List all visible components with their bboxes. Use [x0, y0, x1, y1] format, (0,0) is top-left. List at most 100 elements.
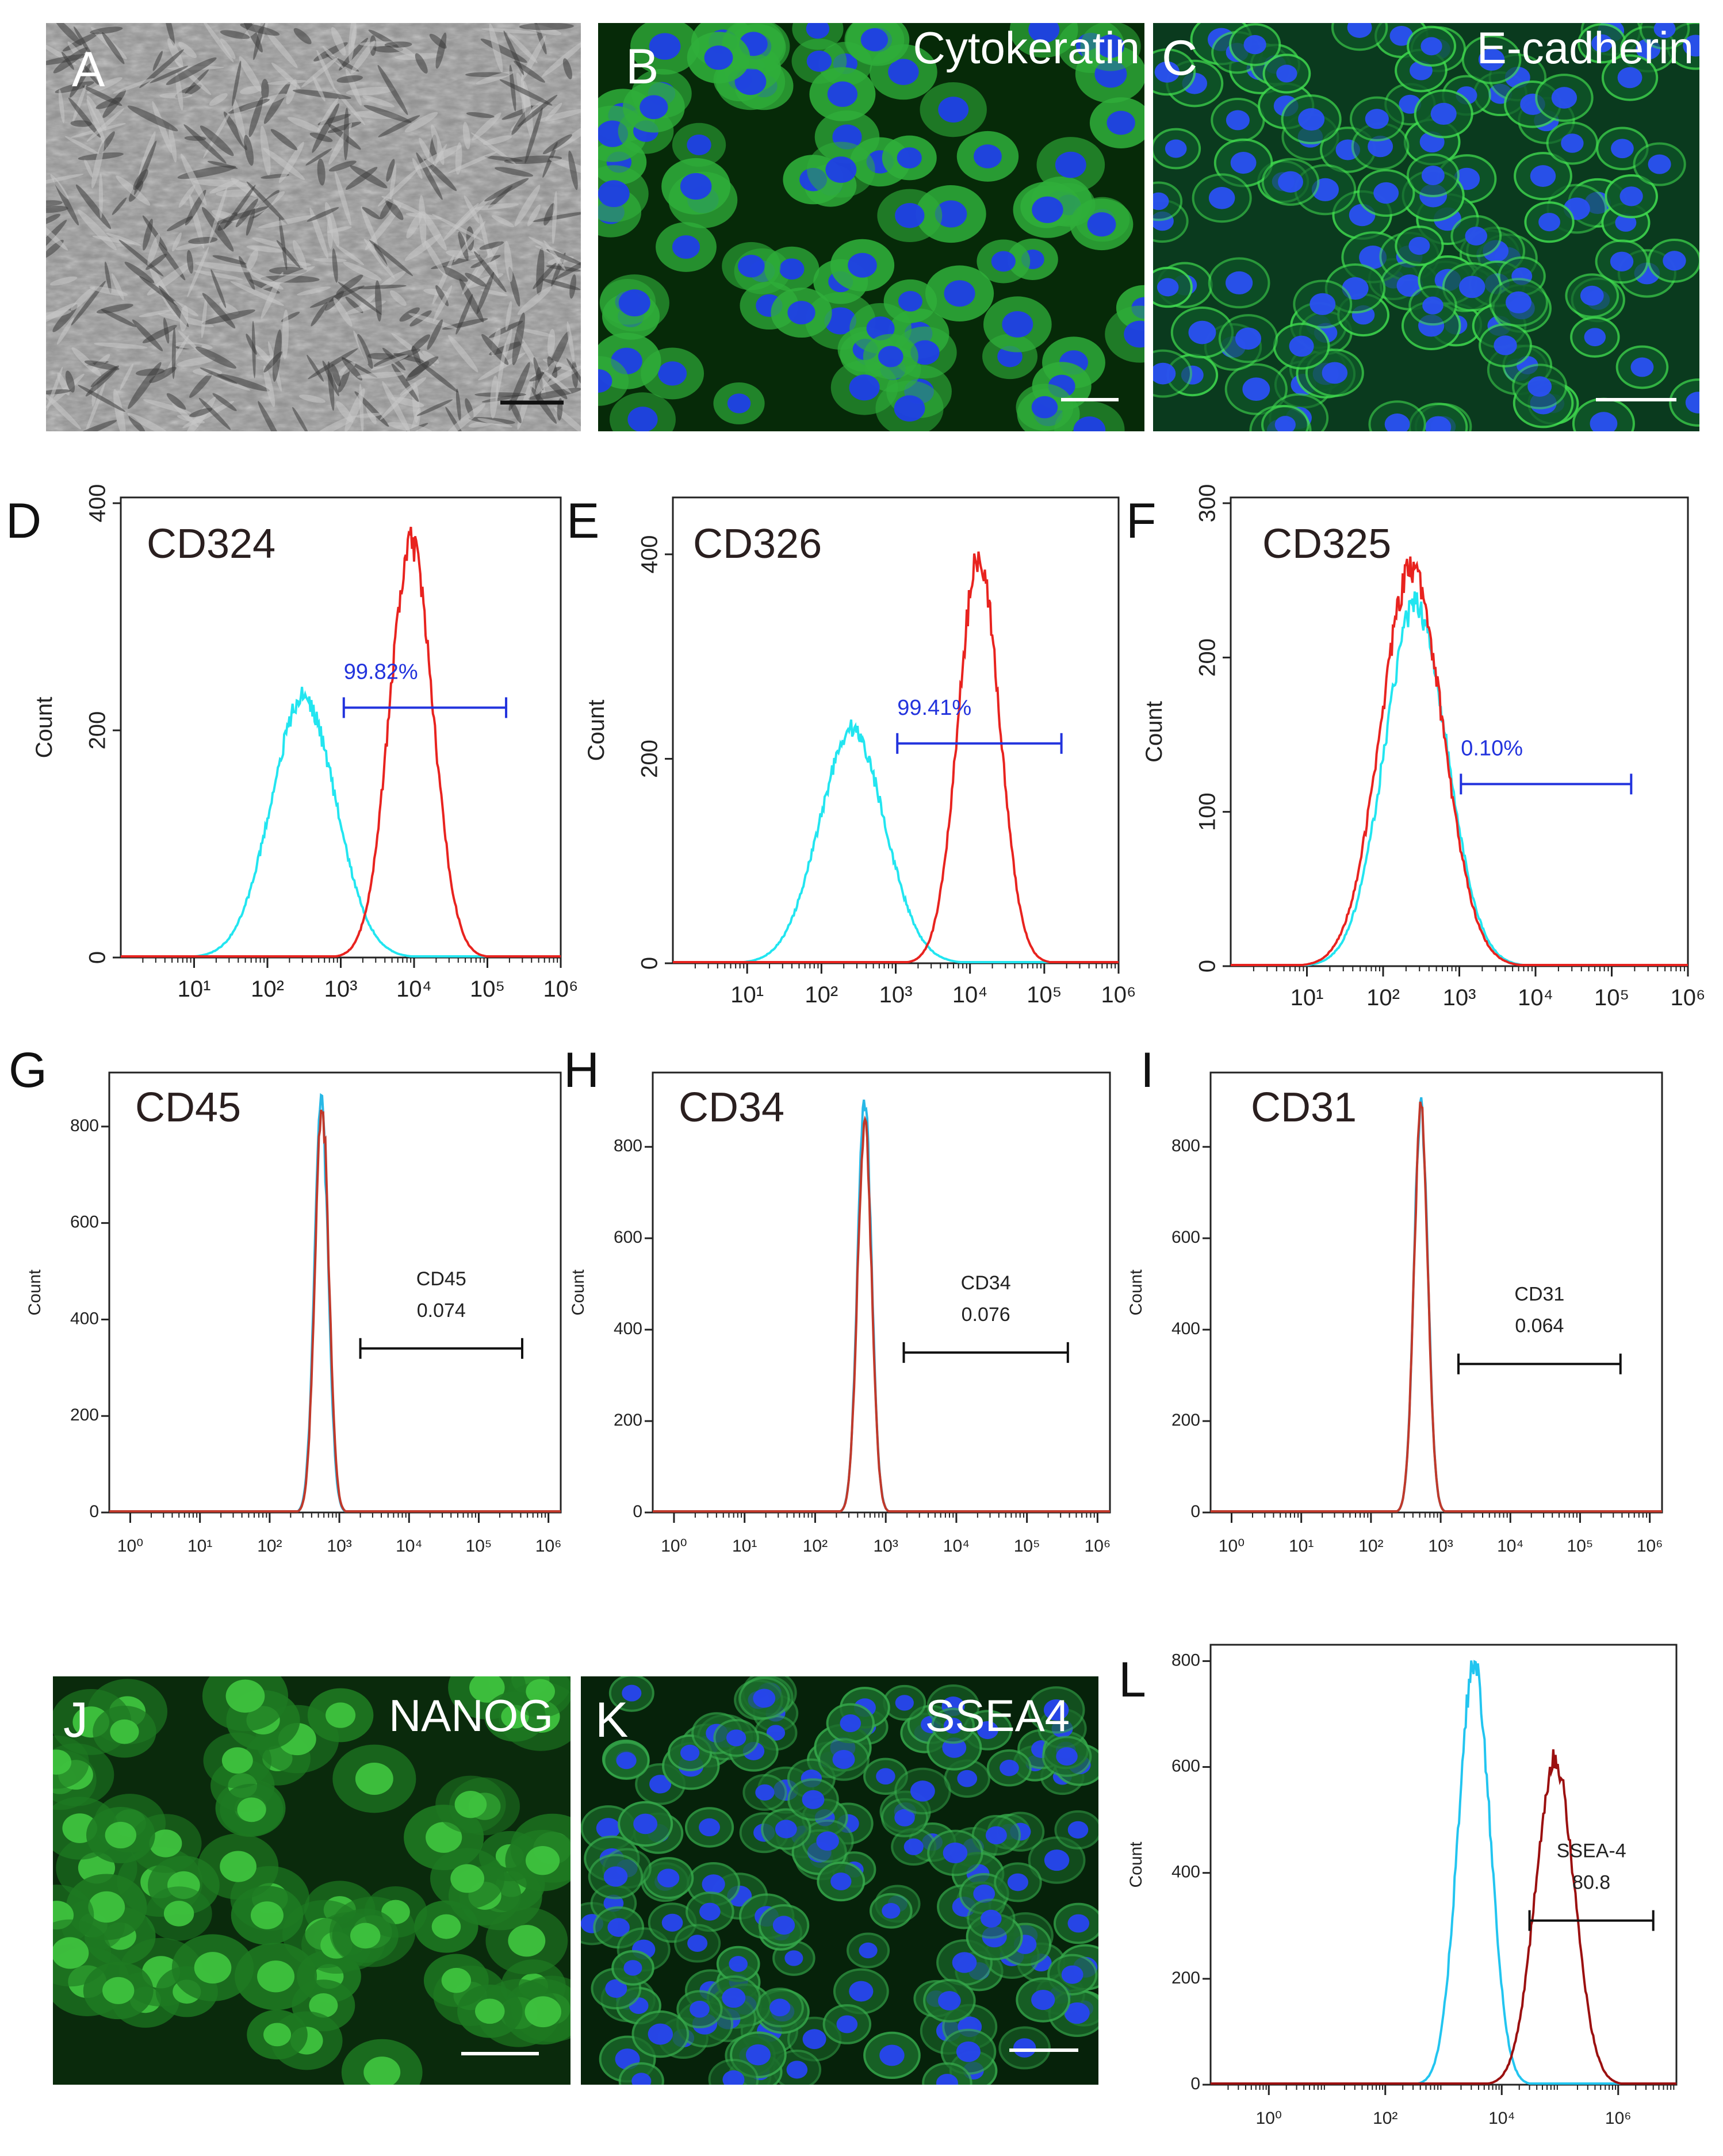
cell-nucleus — [935, 200, 967, 228]
cell-nucleus — [943, 1717, 963, 1734]
cell-nucleus — [441, 1967, 472, 1993]
cell-shape — [408, 313, 457, 330]
cell-shape — [362, 95, 395, 108]
cell-nucleus — [704, 45, 733, 70]
cell-nucleus — [722, 1987, 746, 2008]
y-tick-label: 0 — [633, 1502, 642, 1521]
cell-nucleus — [225, 1679, 265, 1713]
cell-nucleus — [1617, 67, 1642, 89]
panel-label-h: H — [564, 1043, 599, 1098]
cell-nucleus — [1580, 285, 1604, 306]
cell-nucleus — [649, 33, 681, 60]
cell-shape — [422, 211, 447, 251]
cell-nucleus — [672, 235, 700, 259]
cell-shape — [189, 372, 213, 398]
x-tick-label: 10⁶ — [1671, 985, 1706, 1010]
y-tick-label: 600 — [70, 1213, 99, 1232]
cell-nucleus — [1032, 196, 1063, 223]
x-tick-label: 10⁶ — [535, 1537, 562, 1556]
cell-nucleus — [631, 2073, 652, 2085]
y-tick-label: 400 — [1171, 1319, 1200, 1338]
cell-nucleus — [263, 2023, 292, 2047]
panel-label-b: B — [626, 39, 658, 94]
cell-shape — [404, 112, 438, 133]
cell-shape — [311, 302, 328, 327]
cell-shape — [363, 105, 412, 123]
cell-shape — [317, 158, 326, 186]
cell-shape — [46, 366, 63, 412]
cell-shape — [198, 397, 231, 430]
cell-nucleus — [1561, 133, 1584, 153]
panel-label-f: F — [1126, 493, 1157, 549]
cell-nucleus — [450, 1864, 485, 1893]
cell-shape — [65, 136, 101, 155]
cell-shape — [147, 261, 193, 296]
cell-nucleus — [836, 2015, 858, 2034]
cell-shape — [484, 155, 523, 162]
cell-shape — [569, 274, 576, 299]
y-tick-label: 200 — [85, 711, 110, 750]
x-tick-label: 10⁶ — [1085, 1537, 1111, 1556]
cell-shape — [455, 388, 461, 422]
cell-nucleus — [977, 1721, 998, 1740]
cell-shape — [53, 23, 82, 46]
cell-nucleus — [1685, 392, 1699, 413]
cell-nucleus — [859, 1942, 878, 1959]
cell-nucleus — [350, 1923, 381, 1949]
cell-nucleus — [1591, 34, 1613, 52]
cell-shape — [405, 213, 442, 220]
cell-nucleus — [772, 1916, 795, 1935]
cell-shape — [70, 120, 92, 127]
cell-shape — [70, 286, 95, 311]
cell-shape — [312, 103, 340, 153]
cell-shape — [252, 320, 256, 378]
cell-nucleus — [1064, 2002, 1090, 2024]
cell-nucleus — [1459, 275, 1485, 298]
plot-frame — [1230, 496, 1689, 967]
cell-nucleus — [1055, 151, 1086, 178]
cell-nucleus — [1097, 35, 1125, 58]
cell-shape — [146, 254, 167, 270]
cell-shape — [520, 328, 554, 337]
cell-nucleus — [622, 1684, 642, 1702]
cell-shape — [462, 121, 470, 150]
x-tick-label: 10² — [257, 1537, 282, 1556]
cell-shape — [479, 241, 504, 250]
cell-nucleus — [1551, 87, 1577, 109]
cell-shape — [200, 125, 234, 156]
cell-nucleus — [991, 251, 1016, 272]
cell-shape — [178, 41, 197, 59]
cell-nucleus — [661, 1913, 683, 1932]
cell-nucleus — [981, 1909, 1002, 1928]
cell-shape — [517, 94, 558, 127]
cell-shape — [301, 57, 339, 88]
cell-shape — [71, 281, 106, 325]
cell-nucleus — [603, 1866, 628, 1887]
x-tick-label: 10² — [1366, 985, 1400, 1010]
x-tick-label: 10² — [251, 976, 284, 1002]
cell-shape — [458, 231, 469, 261]
cell-shape — [447, 151, 497, 174]
y-axis-label: Count — [25, 1269, 44, 1316]
cell-shape — [209, 179, 239, 194]
y-tick-label: 0 — [85, 951, 110, 964]
panel-label-k: K — [595, 1692, 628, 1748]
cell-shape — [353, 330, 369, 365]
cell-shape — [86, 95, 106, 131]
cell-shape — [519, 23, 574, 30]
cell-nucleus — [1298, 108, 1325, 131]
panel-label-i: I — [1140, 1043, 1154, 1098]
histogram-series-stained — [673, 551, 1119, 963]
cell-shape — [252, 237, 285, 248]
gate-label: CD45 — [416, 1268, 466, 1290]
cell-shape — [348, 23, 357, 63]
x-tick-label: 10⁵ — [1594, 985, 1629, 1010]
cell-shape — [287, 117, 321, 132]
cell-nucleus — [802, 1790, 825, 1809]
cell-shape — [309, 207, 328, 259]
cell-nucleus — [658, 361, 687, 386]
cell-shape — [77, 209, 117, 251]
nanog-image — [53, 1676, 570, 2085]
cell-nucleus — [1154, 61, 1180, 83]
cell-shape — [127, 412, 171, 431]
